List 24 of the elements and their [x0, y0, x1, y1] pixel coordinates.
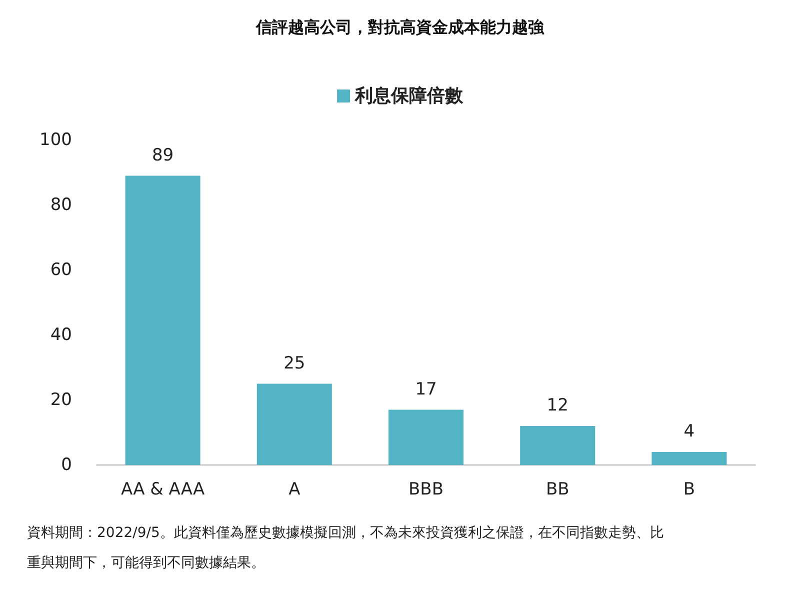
bar — [520, 426, 596, 465]
y-tick-label: 20 — [50, 390, 72, 410]
chart-title: 信評越高公司，對抗高資金成本能力越強 — [255, 18, 545, 36]
x-tick-label: B — [683, 480, 696, 500]
bar — [652, 452, 727, 465]
y-tick-label: 40 — [50, 325, 72, 345]
x-tick-label: AA & AAA — [120, 480, 205, 500]
x-tick-label: A — [288, 480, 301, 500]
data-label: 25 — [284, 353, 306, 374]
bar — [256, 384, 332, 465]
data-label: 12 — [546, 396, 568, 416]
bar — [125, 176, 200, 465]
data-label: 17 — [415, 379, 437, 400]
y-tick-label: 80 — [50, 195, 72, 215]
y-tick-label: 0 — [61, 455, 72, 475]
y-tick-label: 100 — [40, 130, 72, 150]
text: 資料期間：2022/9/5。此資料僅為歷史數據模擬回測，不為未來投資獲利之保證，在不同指數走勢、比重與期間下，可能得到不同數據結果。 — [27, 524, 665, 573]
x-tick-label: BB — [546, 480, 570, 500]
y-tick-label: 60 — [50, 260, 72, 280]
data-label: 4 — [684, 422, 695, 442]
bar — [388, 410, 464, 465]
legend-label: 利息保障倍數 — [354, 86, 464, 106]
data-label: 89 — [152, 145, 174, 166]
x-tick-label: BBB — [408, 480, 444, 500]
